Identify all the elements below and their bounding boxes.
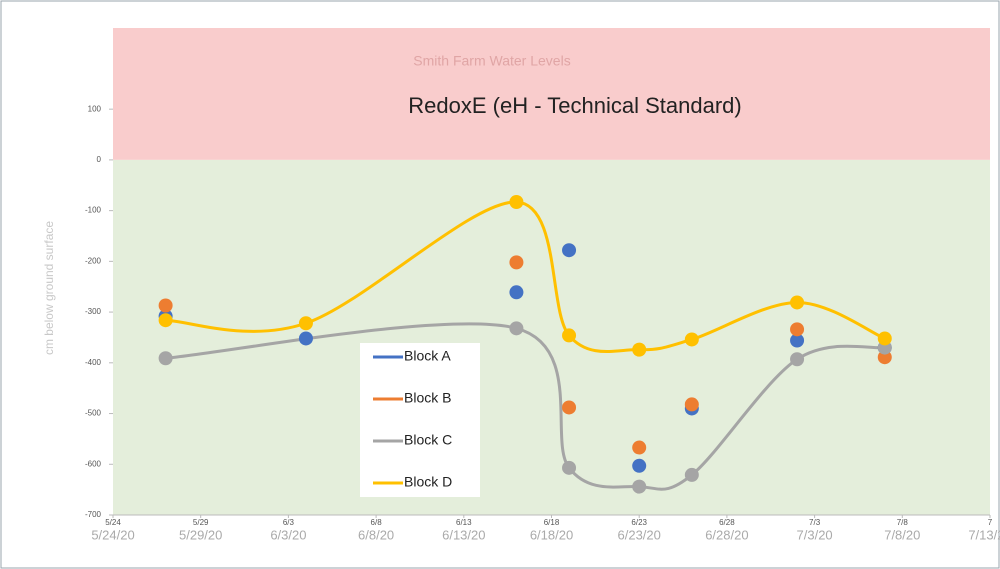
data-point	[790, 333, 805, 348]
data-point	[509, 255, 524, 270]
x-tick-label: 5/29/20	[179, 527, 222, 542]
data-point	[632, 458, 647, 473]
data-point	[877, 331, 892, 346]
y-tick-label: -200	[85, 256, 102, 265]
chart-subtitle: RedoxE (eH - Technical Standard)	[408, 93, 741, 118]
legend-box	[360, 343, 480, 497]
data-point	[632, 440, 647, 455]
x-tick-label: 7/3	[809, 518, 821, 527]
x-tick-label: 6/8/20	[358, 527, 394, 542]
data-point	[684, 332, 699, 347]
legend-label: Block C	[404, 432, 452, 448]
legend-label: Block B	[404, 390, 451, 406]
x-tick-label: 6/23	[631, 518, 647, 527]
data-point	[562, 243, 577, 258]
legend-label: Block D	[404, 474, 452, 490]
data-point	[684, 467, 699, 482]
x-tick-label: 6/18	[544, 518, 560, 527]
x-tick-label: 6/3/20	[270, 527, 306, 542]
x-tick-label: 7/8	[897, 518, 909, 527]
data-point	[562, 460, 577, 475]
x-tick-label: 6/18/20	[530, 527, 573, 542]
y-tick-label: -600	[85, 459, 102, 468]
y-tick-label: -500	[85, 409, 102, 418]
data-point	[790, 322, 805, 337]
band	[113, 159, 990, 516]
legend-label: Block A	[404, 348, 451, 364]
data-point	[684, 397, 699, 412]
data-point	[298, 331, 313, 346]
x-tick-label: 6/28	[719, 518, 735, 527]
data-point	[298, 316, 313, 331]
x-tick-label: 7/3/20	[797, 527, 833, 542]
y-tick-label: -700	[85, 510, 102, 519]
data-point	[509, 195, 524, 210]
y-tick-label: 0	[97, 155, 102, 164]
legend: Block A Block B Block C Block D	[360, 343, 480, 497]
data-point	[158, 313, 173, 328]
data-point	[562, 400, 577, 415]
y-axis-label: cm below ground surface	[42, 221, 56, 355]
plot-area	[113, 28, 990, 516]
x-tick-label: 6/28/20	[705, 527, 748, 542]
x-tick-label: 5/24	[105, 518, 121, 527]
data-point	[158, 298, 173, 313]
chart-title: Smith Farm Water Levels	[413, 53, 570, 69]
x-tick-label: 6/3	[283, 518, 295, 527]
series-line	[165, 322, 885, 491]
data-point	[632, 342, 647, 357]
data-point	[158, 351, 173, 366]
y-tick-label: -400	[85, 358, 102, 367]
x-tick-label: 7/8/20	[884, 527, 920, 542]
band	[113, 28, 990, 160]
data-point	[790, 295, 805, 310]
data-point	[790, 352, 805, 367]
data-point	[632, 479, 647, 494]
y-tick-label: 100	[88, 104, 102, 113]
x-tick-label: 6/23/20	[618, 527, 661, 542]
x-tick-label: 6/13	[456, 518, 472, 527]
data-point	[509, 285, 524, 300]
x-tick-label: 6/8	[371, 518, 383, 527]
y-tick-label: -100	[85, 206, 102, 215]
x-tick-label: 6/13/20	[442, 527, 485, 542]
data-point	[509, 321, 524, 336]
x-tick-label: 7/13/20	[968, 527, 1000, 542]
x-tick-label: 7	[988, 518, 993, 527]
data-point	[562, 328, 577, 343]
y-tick-label: -300	[85, 307, 102, 316]
data-point	[877, 350, 892, 365]
x-tick-label: 5/29	[193, 518, 209, 527]
x-tick-label: 5/24/20	[91, 527, 134, 542]
